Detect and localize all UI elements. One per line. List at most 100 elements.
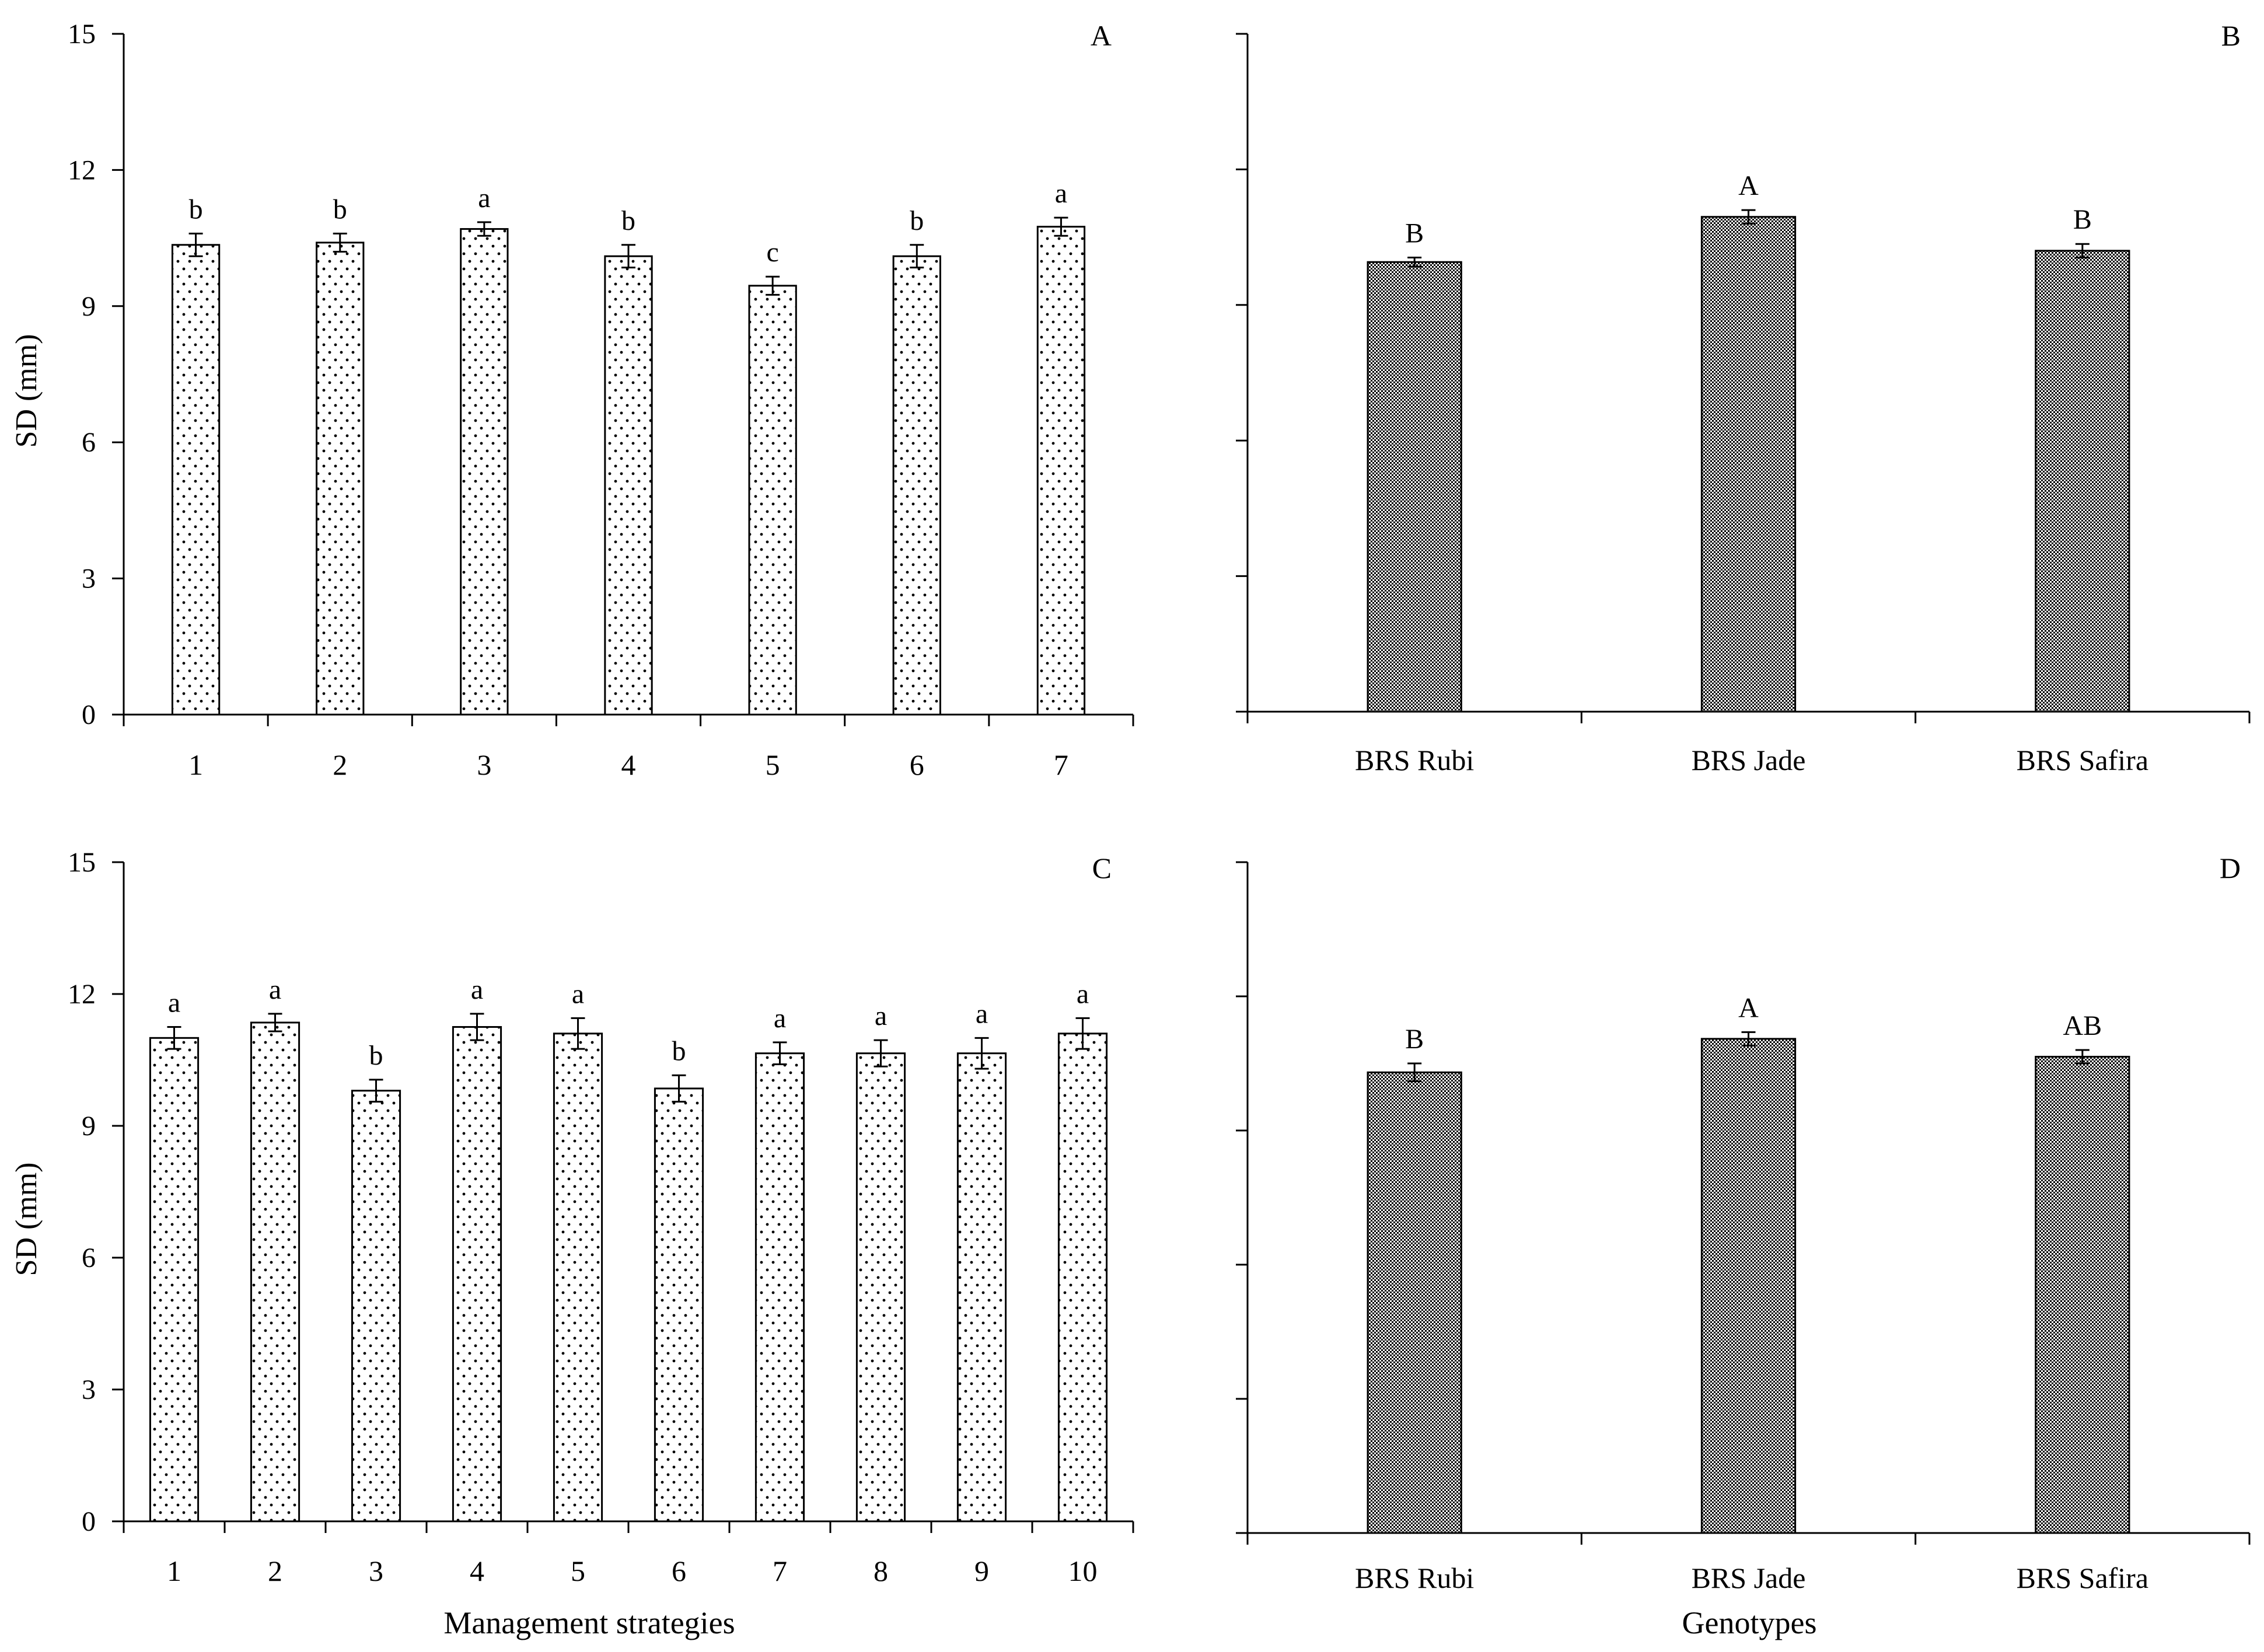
panel-c-significance-letter: a	[572, 978, 584, 1009]
panel-c-xlabel: Management strategies	[443, 1605, 735, 1640]
panel-d-significance-letters: B A AB	[1405, 992, 2102, 1055]
panel-c-significance-letter: a	[976, 998, 988, 1029]
panel-c-error-bar	[571, 1017, 585, 1050]
panel-d: D Genotypes B A AB BRS Rubi BRS Jade BRS Saf…	[1236, 852, 2251, 1640]
panel-c-bar	[855, 1052, 906, 1522]
panel-c-error-bar	[369, 1079, 383, 1103]
panel-c-bar	[351, 1090, 401, 1522]
panel-c-error-bar	[1075, 1017, 1090, 1050]
panel-c-y-tick-label: 3	[82, 1374, 96, 1405]
panel-c-x-tick-label: 7	[773, 1555, 787, 1587]
panel-b-bar	[1367, 261, 1462, 713]
panel-d-bars	[1367, 1038, 2130, 1534]
panel-a-letter: A	[1091, 19, 1112, 52]
panel-a-y-tick-label: 12	[68, 155, 96, 186]
panel-b-significance-letter: A	[1738, 170, 1759, 201]
panel-d-error-bar	[1741, 1031, 1756, 1046]
panel-a-bar	[316, 242, 365, 716]
panel-a-y-tick-label: 3	[82, 564, 96, 594]
panel-b-x-tick-label: BRS Rubi	[1355, 744, 1474, 776]
panel-a-y-tick-label: 15	[68, 19, 96, 50]
panel-a-y-ticks: 0 3 6 9 12 15	[68, 19, 124, 730]
panel-a-x-tick-label: 2	[333, 748, 347, 781]
panel-c-error-bars	[167, 1013, 1090, 1103]
panel-c-error-bar	[974, 1037, 989, 1070]
panel-b-y-ticks	[1236, 33, 1248, 713]
panel-c-bar	[452, 1026, 502, 1522]
panel-c-error-bar	[773, 1041, 787, 1066]
panel-b-letter: B	[2221, 19, 2241, 52]
panel-a-ylabel: SD (mm)	[10, 334, 43, 448]
panel-c-y-tick-label: 6	[82, 1242, 96, 1273]
panel-c-y-tick-label: 9	[82, 1111, 96, 1142]
panel-c-bar	[754, 1052, 805, 1522]
panel-a-x-tick-label: 3	[477, 748, 491, 781]
panel-a-error-bar	[621, 244, 635, 269]
panel-b-significance-letters: B A B	[1405, 170, 2092, 249]
panel-b-error-bar	[2075, 243, 2090, 258]
panel-c-significance-letter: a	[471, 974, 483, 1005]
panel-a-significance-letter: b	[333, 194, 347, 225]
panel-a-significance-letter: a	[478, 183, 490, 214]
panel-a-y-tick-label: 0	[82, 699, 96, 730]
panel-c-significance-letter: a	[875, 1000, 887, 1031]
panel-b-bar	[2035, 250, 2130, 713]
panel-d-x-tick-label: BRS Safira	[2017, 1562, 2148, 1594]
panel-a-x-tick-label: 7	[1054, 748, 1068, 781]
panel-a-y-tick-label: 9	[82, 291, 96, 322]
panel-d-xlabel: Genotypes	[1682, 1605, 1817, 1640]
panel-a-significance-letter: b	[621, 205, 635, 236]
panel-a-error-bar	[910, 244, 924, 269]
panel-a-error-bar	[188, 232, 203, 257]
panel-a-x-tick-label: 5	[766, 748, 780, 781]
panel-a-axes	[112, 34, 1133, 716]
panel-d-x-tick-label: BRS Rubi	[1355, 1562, 1474, 1594]
panel-c-significance-letter: a	[168, 988, 180, 1019]
panel-c-y-tick-label: 15	[68, 847, 96, 878]
panel-c-x-tick-label: 9	[974, 1555, 989, 1587]
panel-c-x-tick-label: 4	[470, 1555, 484, 1587]
panel-d-x-ticks: BRS Rubi BRS Jade BRS Safira	[1246, 1533, 2251, 1594]
panel-d-significance-letter: B	[1405, 1024, 1424, 1055]
panel-c-bar	[956, 1052, 1007, 1522]
panel-c-x-tick-label: 1	[167, 1555, 181, 1587]
panel-c-bar	[1057, 1032, 1108, 1522]
panel-a-bar	[892, 255, 941, 716]
panel-c-significance-letter: a	[269, 974, 281, 1005]
panel-a-x-tick-label: 4	[621, 748, 636, 781]
panel-c-x-tick-label: 10	[1068, 1555, 1098, 1587]
panel-b-error-bars	[1407, 209, 2090, 268]
panel-a-error-bar	[1054, 216, 1068, 237]
panel-a-significance-letter: b	[910, 205, 924, 236]
panel-c-significance-letters: a a b a a b a a a a	[168, 974, 1089, 1071]
panel-c-bar	[250, 1021, 301, 1522]
panel-a-x-tick-label: 1	[188, 748, 203, 781]
panel-a-bar	[748, 285, 797, 716]
panel-b-error-bar	[1407, 256, 1422, 268]
panel-c-error-bar	[874, 1039, 888, 1068]
panel-d-letter: D	[2220, 852, 2241, 884]
panel-d-error-bars	[1407, 1031, 2090, 1083]
panel-a-x-ticks: 1 2 3 4 5 6 7	[123, 715, 1134, 781]
panel-a-error-bars	[188, 216, 1068, 296]
panel-d-axes	[1236, 862, 2249, 1534]
panel-c-bar	[553, 1032, 603, 1522]
panel-a-y-tick-label: 6	[82, 427, 96, 458]
panel-c-significance-letter: a	[774, 1003, 786, 1034]
panel-a-bars	[171, 226, 1086, 716]
panel-b-bar	[1700, 216, 1797, 713]
panel-b-axes	[1236, 34, 2249, 713]
panel-a-bar	[171, 244, 221, 716]
panel-d-x-tick-label: BRS Jade	[1692, 1562, 1806, 1594]
panel-a-significance-letters: b b a b c b a	[189, 178, 1068, 268]
panel-c-bar	[149, 1037, 200, 1522]
panel-b-x-tick-label: BRS Jade	[1692, 744, 1806, 776]
panel-a-bar	[604, 255, 653, 716]
panel-c-significance-letter: b	[672, 1035, 686, 1066]
panel-b-bars	[1367, 216, 2130, 713]
panel-c-error-bar	[470, 1013, 484, 1041]
panel-a-error-bar	[766, 275, 780, 296]
panel-b-significance-letter: B	[1405, 218, 1424, 249]
